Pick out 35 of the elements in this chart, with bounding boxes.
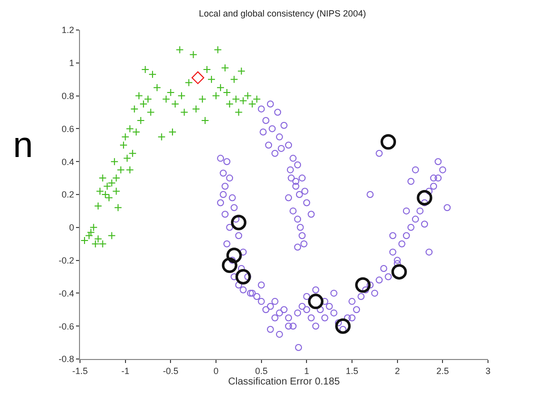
x-tick-label: -1 [121,366,130,376]
chart-title: Local and global consistency (NIPS 2004) [198,8,366,18]
point [192,71,204,84]
x-tick-label: 0 [213,366,219,376]
x-tick-label: 1 [304,366,310,376]
point [308,294,324,310]
y-tick-label: 0.2 [62,190,74,200]
x-tick-label: 0.5 [255,366,268,376]
x-tick-label: -1.5 [72,366,88,376]
y-tick-label: 1.2 [62,25,74,36]
x-tick-label: 2 [394,366,400,376]
x-tick-label: -0.5 [162,366,178,376]
x-tick-label: 2.5 [436,366,449,376]
y-tick-label: 0.4 [62,156,74,167]
point [391,264,407,280]
y-tick-label: -0.4 [58,288,74,298]
x-tick-label: 1.5 [346,366,358,376]
y-tick-label: 0 [69,222,74,233]
y-tick-label: 0.8 [62,90,74,101]
text: n [13,124,34,165]
point [230,214,246,230]
x-tick-label: 3 [485,366,491,376]
point [335,318,351,334]
point [380,134,396,150]
y-tick-label: -0.2 [58,255,74,266]
point [235,269,251,284]
x-axis-title: Classification Error 0.185 [228,376,340,388]
y-tick-label: -0.8 [58,354,74,364]
y-tick-label: 1 [69,58,74,68]
y-tick-label: 0.6 [62,124,74,134]
point [226,248,242,264]
point [416,190,432,206]
y-tick-label: -0.6 [58,321,74,332]
point [355,277,371,293]
point [222,257,238,273]
